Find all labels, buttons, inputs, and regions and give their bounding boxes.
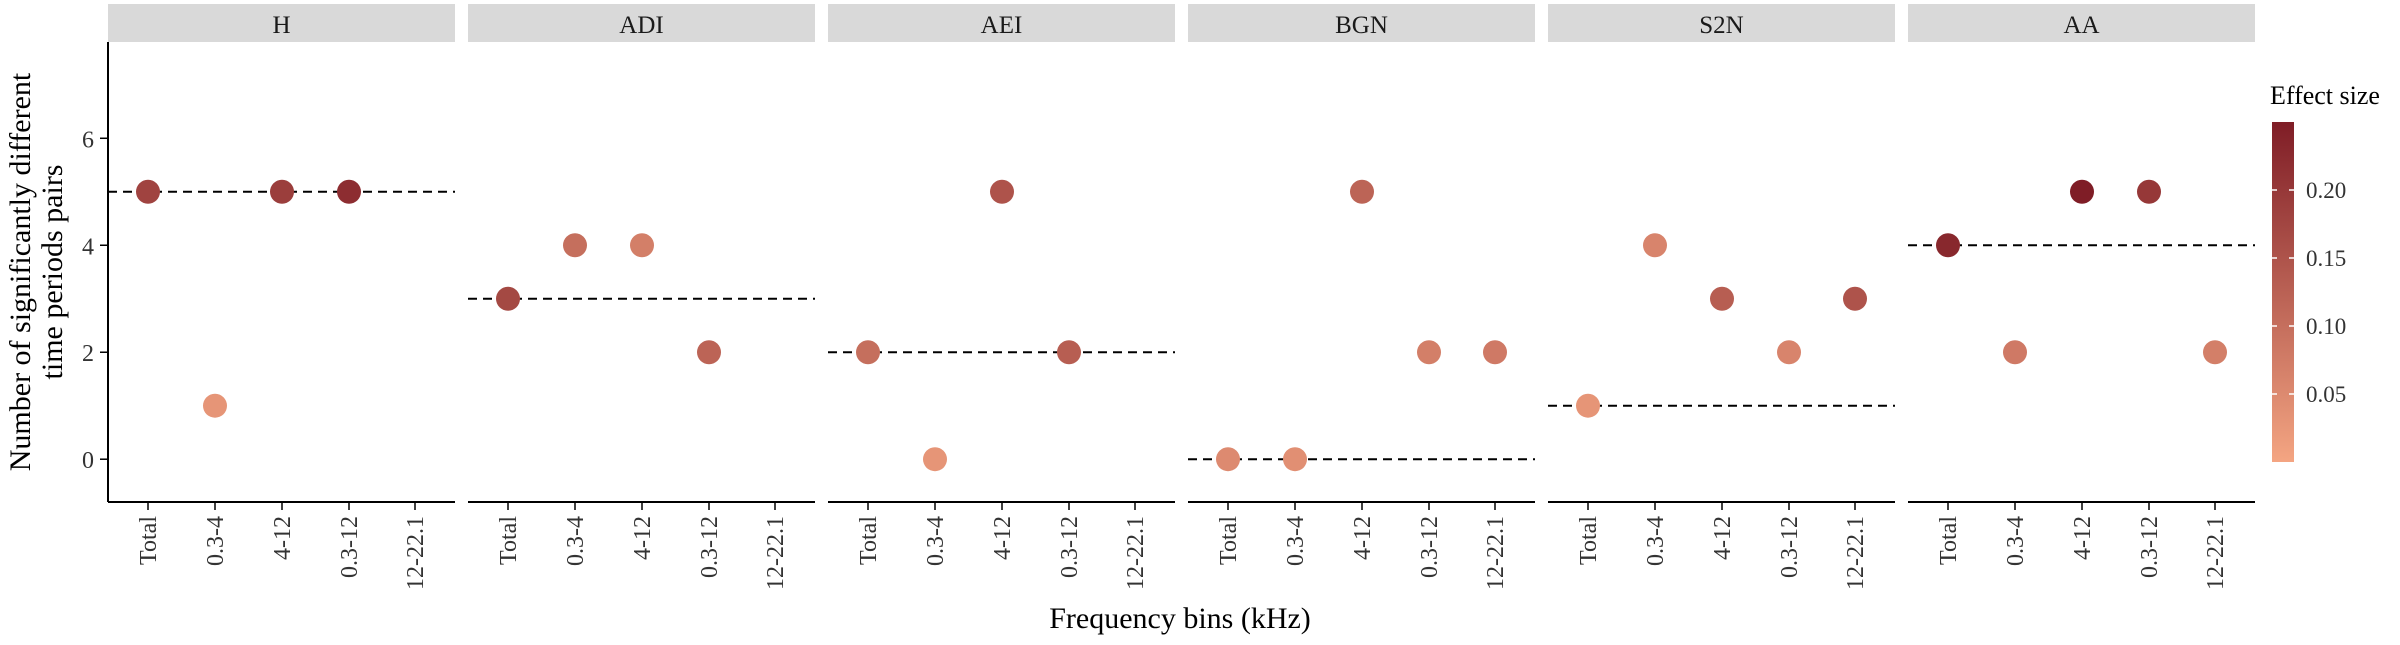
data-point: [1936, 233, 1960, 258]
facet-strip: [108, 4, 455, 42]
data-point: [1576, 393, 1600, 418]
x-tick-label: 0.3-12: [1417, 516, 1443, 578]
data-point: [2070, 179, 2094, 204]
x-tick-label: 0.3-4: [203, 516, 229, 566]
facet-strip: [468, 4, 815, 42]
legend-tick-label: 0.15: [2306, 246, 2346, 271]
x-tick-label: 12-22.1: [1843, 516, 1869, 590]
data-point: [2137, 179, 2161, 204]
y-tick-label: 6: [82, 127, 94, 153]
x-tick-label: 0.3-12: [1777, 516, 1803, 578]
facet-title: S2N: [1699, 12, 1743, 39]
x-tick-label: 0.3-12: [2137, 516, 2163, 578]
x-tick-label: 4-12: [2070, 516, 2096, 560]
x-tick-label: 0.3-12: [1057, 516, 1083, 578]
y-tick-label: 4: [82, 234, 94, 260]
data-point: [1216, 447, 1240, 472]
data-point: [630, 233, 654, 258]
x-tick-label: 4-12: [630, 516, 656, 560]
data-point: [337, 179, 361, 204]
x-tick-label: Total: [856, 516, 882, 565]
x-axis-label: Frequency bins (kHz): [1049, 602, 1311, 635]
x-tick-label: 0.3-4: [1643, 516, 1669, 566]
x-tick-label: 12-22.1: [763, 516, 789, 590]
x-tick-label: Total: [136, 516, 162, 565]
x-tick-label: 12-22.1: [403, 516, 429, 590]
data-point: [1483, 340, 1507, 365]
x-tick-label: 0.3-12: [697, 516, 723, 578]
legend-title: Effect size: [2270, 81, 2380, 110]
x-tick-label: 4-12: [270, 516, 296, 560]
data-point: [1350, 179, 1374, 204]
legend-tick-label: 0.10: [2306, 314, 2346, 339]
data-point: [1777, 340, 1801, 365]
data-point: [856, 340, 880, 365]
data-point: [496, 286, 520, 311]
data-point: [1283, 447, 1307, 472]
data-point: [990, 179, 1014, 204]
data-point: [1843, 286, 1867, 311]
data-point: [923, 447, 947, 472]
y-axis-label: time periods pairs: [36, 165, 69, 380]
facet-strip: [1908, 4, 2255, 42]
legend-colorbar: [2272, 122, 2294, 462]
y-tick-label: 0: [82, 448, 94, 474]
facet-strip: [1548, 4, 1895, 42]
facet-title: ADI: [619, 12, 663, 39]
data-point: [203, 393, 227, 418]
x-tick-label: Total: [1576, 516, 1602, 565]
x-tick-label: Total: [1936, 516, 1962, 565]
data-point: [697, 340, 721, 365]
facet-title: H: [272, 12, 290, 39]
data-point: [2003, 340, 2027, 365]
x-tick-label: 0.3-4: [2003, 516, 2029, 566]
data-point: [1057, 340, 1081, 365]
x-tick-label: Total: [1216, 516, 1242, 565]
x-tick-label: 0.3-4: [563, 516, 589, 566]
x-tick-label: 4-12: [1710, 516, 1736, 560]
x-tick-label: 12-22.1: [1483, 516, 1509, 590]
data-point: [270, 179, 294, 204]
y-tick-label: 2: [82, 341, 94, 367]
data-point: [1643, 233, 1667, 258]
facet-title: AA: [2063, 12, 2099, 39]
facet-strip: [828, 4, 1175, 42]
data-point: [2203, 340, 2227, 365]
data-point: [1417, 340, 1441, 365]
facet-title: AEI: [981, 12, 1023, 39]
x-tick-label: 0.3-12: [337, 516, 363, 578]
x-tick-label: 0.3-4: [1283, 516, 1309, 566]
x-tick-label: 12-22.1: [1123, 516, 1149, 590]
data-point: [1710, 286, 1734, 311]
y-axis-label: Number of significantly different: [4, 72, 37, 471]
x-tick-label: 4-12: [1350, 516, 1376, 560]
legend-tick-label: 0.20: [2306, 178, 2346, 203]
x-tick-label: 12-22.1: [2203, 516, 2229, 590]
data-point: [136, 179, 160, 204]
facet-strip: [1188, 4, 1535, 42]
x-tick-label: 4-12: [990, 516, 1016, 560]
x-tick-label: 0.3-4: [923, 516, 949, 566]
facet-title: BGN: [1335, 12, 1388, 39]
x-tick-label: Total: [496, 516, 522, 565]
data-point: [563, 233, 587, 258]
legend-tick-label: 0.05: [2306, 382, 2346, 407]
